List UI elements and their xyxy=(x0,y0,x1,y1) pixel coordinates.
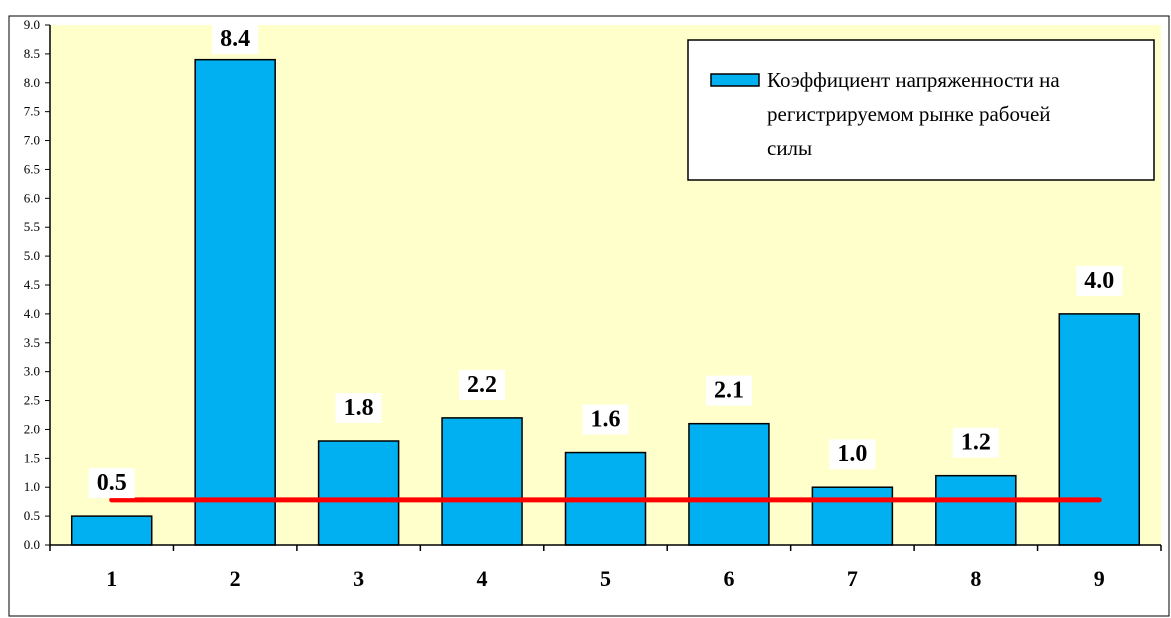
data-label-bg xyxy=(705,375,752,406)
legend-box xyxy=(687,39,1155,181)
legend-line-2: регистрируемом рынке рабочей xyxy=(767,102,1051,126)
y-tick-label: 8.0 xyxy=(24,75,40,90)
data-label-bg xyxy=(582,404,629,435)
y-ticks-layer: 0.0 0.5 1.0 1.5 2.0 2.5 3.0 3.5 4.0 4.5 5.0 5.5 6.0 6… xyxy=(24,17,50,552)
y-tick-label: 1.0 xyxy=(24,479,40,494)
data-label-bg xyxy=(1076,265,1123,296)
data-label-bg xyxy=(459,369,506,400)
data-label: 8.4 xyxy=(220,26,250,52)
data-label-bg xyxy=(212,24,259,54)
y-tick-label: 5.5 xyxy=(24,219,40,234)
x-tick-label: 6 xyxy=(723,566,734,591)
y-tick-label: 3.0 xyxy=(24,364,40,379)
y-tick-label: 4.0 xyxy=(24,306,40,321)
data-label: 1.8 xyxy=(344,395,374,421)
y-tick-label: 0.0 xyxy=(24,537,40,552)
data-label: 1.2 xyxy=(961,430,991,456)
legend: Коэффициент напряженности на регистрируе… xyxy=(687,39,1155,181)
y-tick-label: 6.5 xyxy=(24,161,40,176)
x-tick-label: 3 xyxy=(353,566,364,591)
bar-7 xyxy=(811,486,894,546)
y-tick-label: 7.0 xyxy=(24,133,40,148)
data-label-bg xyxy=(88,468,135,499)
y-tick-label: 1.5 xyxy=(24,450,40,465)
y-tick-label: 2.0 xyxy=(24,421,40,436)
bar-3 xyxy=(317,440,400,546)
y-tick-label: 2.5 xyxy=(24,393,40,408)
x-tick-label: 2 xyxy=(230,566,241,591)
legend-line-3: силы xyxy=(767,136,812,160)
bar-4 xyxy=(441,417,523,546)
data-label: 2.1 xyxy=(714,378,744,404)
x-tick-label: 9 xyxy=(1094,566,1105,591)
y-tick-label: 9.0 xyxy=(24,17,40,32)
data-label: 4.0 xyxy=(1084,268,1114,294)
bar-9 xyxy=(1058,313,1141,546)
bar-1 xyxy=(70,515,153,546)
y-tick-label: 4.5 xyxy=(24,277,40,292)
y-tick-label: 8.5 xyxy=(24,46,40,61)
legend-swatch xyxy=(710,73,760,87)
bar-6 xyxy=(688,422,770,546)
y-tick-label: 5.0 xyxy=(24,248,40,263)
x-tick-label: 4 xyxy=(477,566,488,591)
bars-layer xyxy=(70,58,1141,546)
data-label: 1.6 xyxy=(591,407,621,433)
x-tick-label: 8 xyxy=(970,566,981,591)
data-label-bg xyxy=(829,439,876,470)
y-tick-label: 6.0 xyxy=(24,190,40,205)
x-tick-label: 1 xyxy=(106,566,117,591)
bar-8 xyxy=(935,474,1017,546)
y-tick-label: 3.5 xyxy=(24,335,40,350)
legend-line-1: Коэффициент напряженности на xyxy=(767,68,1060,92)
data-label: 2.2 xyxy=(467,372,497,398)
bar-2 xyxy=(194,58,276,546)
x-tick-label: 7 xyxy=(847,566,858,591)
data-label: 0.5 xyxy=(97,470,127,496)
data-label: 1.0 xyxy=(837,441,867,467)
y-tick-label: 0.5 xyxy=(24,508,40,523)
x-tick-label: 5 xyxy=(600,566,611,591)
data-label-bg xyxy=(335,393,382,423)
data-label-bg xyxy=(952,427,999,458)
x-ticks-layer: 1 2 3 4 5 6 7 8 9 xyxy=(49,545,1162,591)
data-labels-layer: 0.5 8.4 1.8 2.2 1.6 2.1 1.0 1.2 4.0 xyxy=(88,24,1123,499)
y-tick-label: 7.5 xyxy=(24,104,40,119)
